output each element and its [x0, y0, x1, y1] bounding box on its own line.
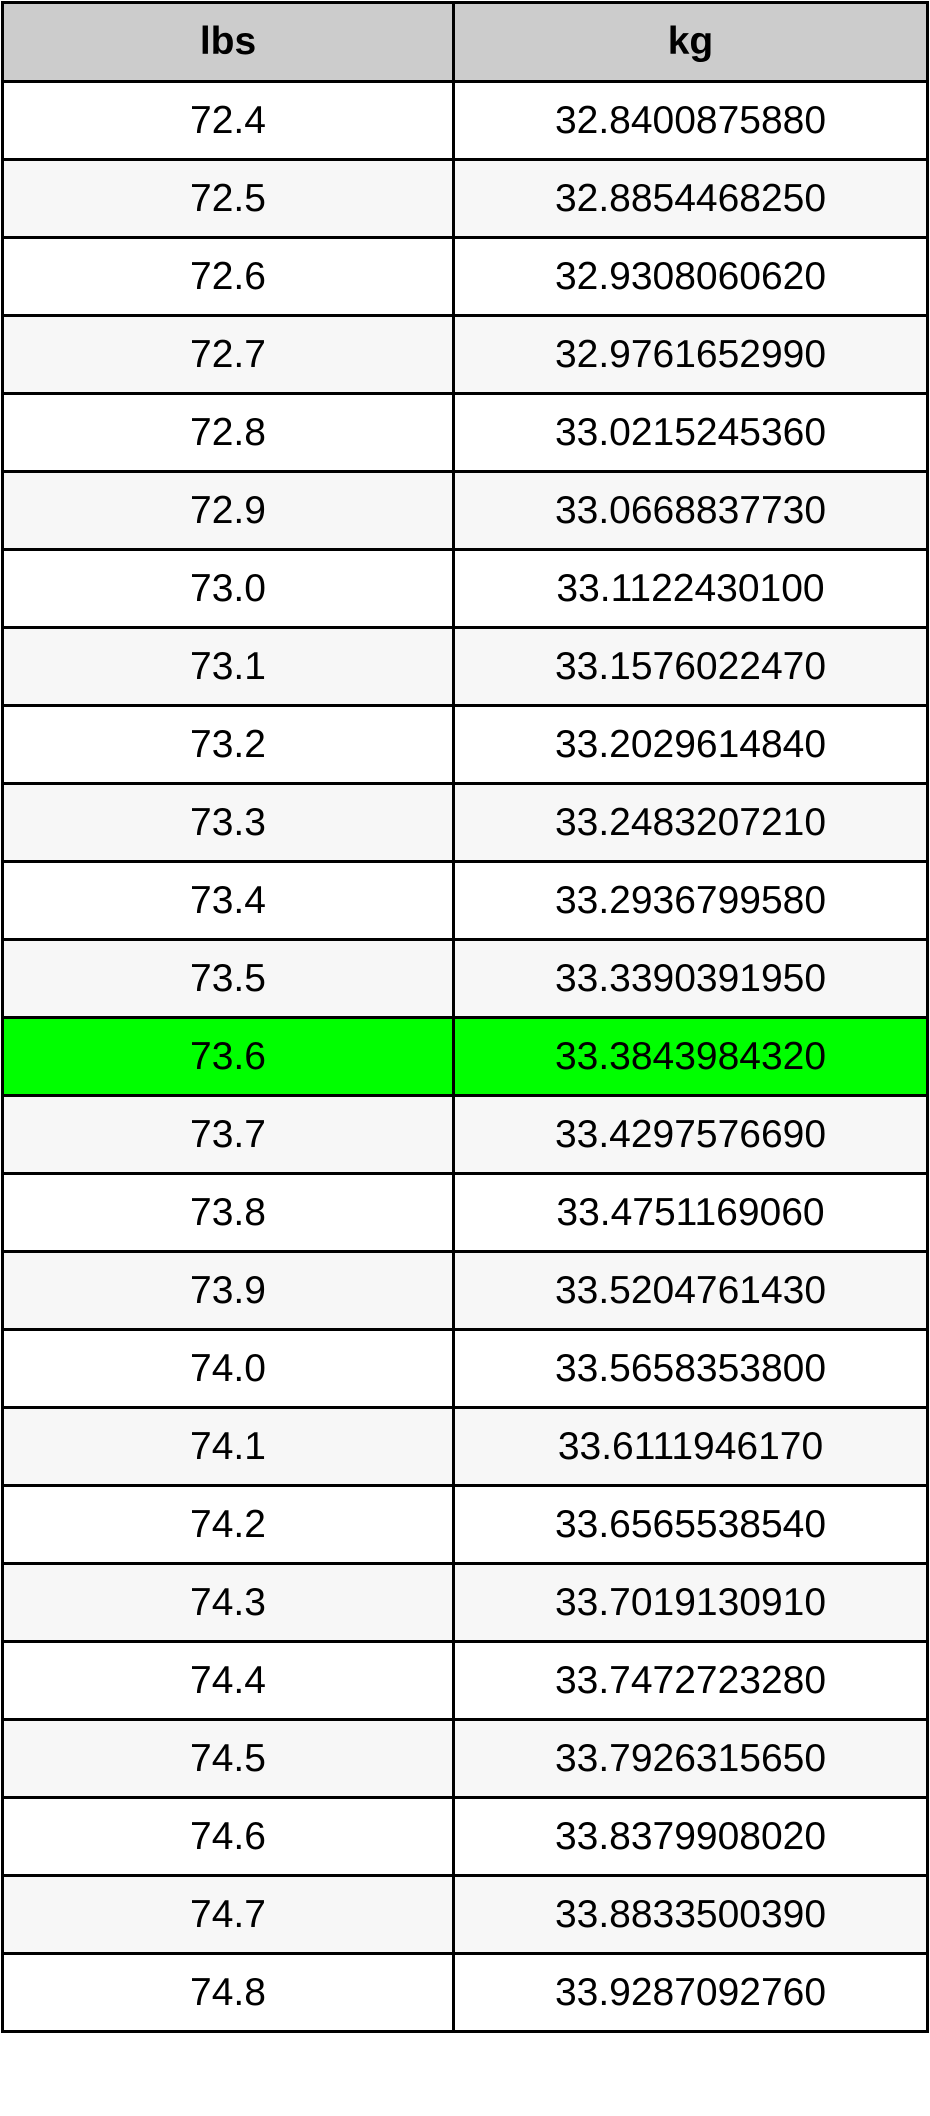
table-row: 73.9 33.5204761430 — [1, 1250, 929, 1331]
lbs-cell: 73.7 — [1, 1094, 455, 1175]
kg-cell: 33.3843984320 — [452, 1016, 929, 1097]
kg-cell: 33.5658353800 — [452, 1328, 929, 1409]
lbs-cell: 73.0 — [1, 548, 455, 629]
table-row-highlighted: 73.6 33.3843984320 — [1, 1016, 929, 1097]
table-row: 74.1 33.6111946170 — [1, 1406, 929, 1487]
table-row: 73.5 33.3390391950 — [1, 938, 929, 1019]
lbs-cell: 73.8 — [1, 1172, 455, 1253]
kg-cell: 33.9287092760 — [452, 1952, 929, 2033]
kg-cell: 33.8833500390 — [452, 1874, 929, 1955]
table-row: 73.7 33.4297576690 — [1, 1094, 929, 1175]
lbs-cell: 74.8 — [1, 1952, 455, 2033]
lbs-cell: 73.6 — [1, 1016, 455, 1097]
table-row: 73.1 33.1576022470 — [1, 626, 929, 707]
kg-cell: 33.5204761430 — [452, 1250, 929, 1331]
lbs-cell: 74.7 — [1, 1874, 455, 1955]
table-row: 74.8 33.9287092760 — [1, 1952, 929, 2033]
lbs-cell: 72.4 — [1, 80, 455, 161]
lbs-cell: 72.9 — [1, 470, 455, 551]
kg-cell: 33.0668837730 — [452, 470, 929, 551]
table-row: 74.3 33.7019130910 — [1, 1562, 929, 1643]
lbs-cell: 72.7 — [1, 314, 455, 395]
kg-cell: 33.2936799580 — [452, 860, 929, 941]
lbs-cell: 73.1 — [1, 626, 455, 707]
table-row: 73.8 33.4751169060 — [1, 1172, 929, 1253]
kg-cell: 33.7926315650 — [452, 1718, 929, 1799]
lbs-cell: 74.5 — [1, 1718, 455, 1799]
lbs-cell: 74.0 — [1, 1328, 455, 1409]
kg-cell: 33.6111946170 — [452, 1406, 929, 1487]
lbs-cell: 73.3 — [1, 782, 455, 863]
lbs-cell: 74.4 — [1, 1640, 455, 1721]
lbs-cell: 72.6 — [1, 236, 455, 317]
table-row: 72.8 33.0215245360 — [1, 392, 929, 473]
kg-cell: 33.2483207210 — [452, 782, 929, 863]
kg-cell: 32.8400875880 — [452, 80, 929, 161]
kg-cell: 33.0215245360 — [452, 392, 929, 473]
table-row: 74.2 33.6565538540 — [1, 1484, 929, 1565]
header-kg: kg — [452, 1, 929, 83]
kg-cell: 32.9308060620 — [452, 236, 929, 317]
table-row: 74.0 33.5658353800 — [1, 1328, 929, 1409]
kg-cell: 33.7019130910 — [452, 1562, 929, 1643]
table-row: 73.3 33.2483207210 — [1, 782, 929, 863]
lbs-cell: 73.4 — [1, 860, 455, 941]
table-row: 72.7 32.9761652990 — [1, 314, 929, 395]
table-row: 74.6 33.8379908020 — [1, 1796, 929, 1877]
kg-cell: 33.7472723280 — [452, 1640, 929, 1721]
lbs-cell: 73.2 — [1, 704, 455, 785]
table-row: 72.9 33.0668837730 — [1, 470, 929, 551]
kg-cell: 33.1576022470 — [452, 626, 929, 707]
kg-cell: 32.9761652990 — [452, 314, 929, 395]
lbs-cell: 74.3 — [1, 1562, 455, 1643]
conversion-table: lbs kg 72.4 32.8400875880 72.5 32.885446825… — [1, 1, 929, 2033]
kg-cell: 33.6565538540 — [452, 1484, 929, 1565]
kg-cell: 33.3390391950 — [452, 938, 929, 1019]
lbs-cell: 74.2 — [1, 1484, 455, 1565]
lbs-cell: 74.1 — [1, 1406, 455, 1487]
kg-cell: 32.8854468250 — [452, 158, 929, 239]
header-lbs: lbs — [1, 1, 455, 83]
table-row: 74.5 33.7926315650 — [1, 1718, 929, 1799]
table-row: 74.7 33.8833500390 — [1, 1874, 929, 1955]
table-row: 72.5 32.8854468250 — [1, 158, 929, 239]
lbs-cell: 72.5 — [1, 158, 455, 239]
kg-cell: 33.1122430100 — [452, 548, 929, 629]
table-row: 73.4 33.2936799580 — [1, 860, 929, 941]
lbs-cell: 73.9 — [1, 1250, 455, 1331]
kg-cell: 33.8379908020 — [452, 1796, 929, 1877]
lbs-cell: 73.5 — [1, 938, 455, 1019]
kg-cell: 33.2029614840 — [452, 704, 929, 785]
lbs-cell: 72.8 — [1, 392, 455, 473]
table-row: 73.2 33.2029614840 — [1, 704, 929, 785]
table-row: 72.4 32.8400875880 — [1, 80, 929, 161]
kg-cell: 33.4297576690 — [452, 1094, 929, 1175]
table-row: 74.4 33.7472723280 — [1, 1640, 929, 1721]
kg-cell: 33.4751169060 — [452, 1172, 929, 1253]
table-row: 73.0 33.1122430100 — [1, 548, 929, 629]
header-row: lbs kg — [1, 1, 929, 83]
lbs-cell: 74.6 — [1, 1796, 455, 1877]
table-row: 72.6 32.9308060620 — [1, 236, 929, 317]
